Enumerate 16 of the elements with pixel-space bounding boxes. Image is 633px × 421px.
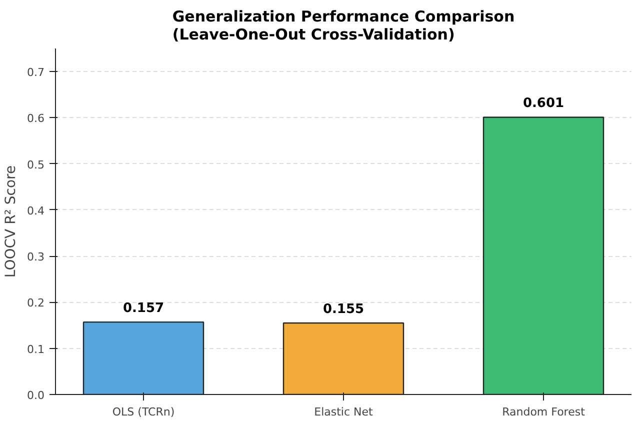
chart-title: Generalization Performance Comparison (Leave-One-Out Cross-Validation) (172, 8, 515, 44)
y-tick-label: 0.3 (27, 250, 45, 264)
x-tick-label: Random Forest (502, 406, 586, 418)
x-tick-label: OLS (TCRn) (112, 406, 175, 418)
y-axis-title: LOOCV R² Score (3, 165, 20, 278)
data-label: 0.157 (122, 301, 164, 316)
y-tick-label: 0.2 (27, 296, 45, 310)
data-label: 0.601 (522, 96, 564, 112)
y-tick-label: 0.1 (27, 342, 45, 356)
y-tick-label: 0.5 (27, 158, 45, 172)
x-tick-label: Elastic Net (314, 406, 374, 418)
y-tick-label: 0.0 (27, 389, 45, 402)
y-tick-label: 0.7 (27, 66, 45, 80)
y-tick-label: 0.4 (27, 204, 45, 218)
data-label: 0.155 (322, 302, 364, 317)
y-tick-label: 0.6 (27, 112, 45, 126)
